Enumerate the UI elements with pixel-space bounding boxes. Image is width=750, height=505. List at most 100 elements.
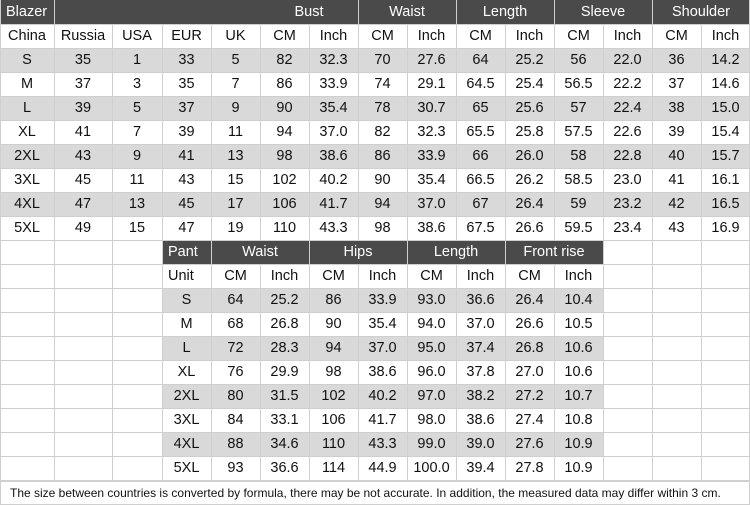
blazer-cell: 16.9 (711, 220, 740, 236)
pant-group-header: Waist (242, 244, 278, 260)
pant-column-header: Inch (564, 268, 593, 284)
blazer-row-stripe (0, 96, 750, 120)
blazer-cell: 37 (668, 76, 685, 92)
pant-cell: 44.9 (368, 460, 397, 476)
pant-cell: 86 (325, 292, 342, 308)
blazer-cell: 32.3 (417, 124, 446, 140)
pant-cell: 94.0 (417, 316, 446, 332)
pant-size-label: 5XL (173, 460, 200, 476)
pant-header-band (162, 240, 603, 264)
blazer-cell: 14.6 (711, 76, 740, 92)
blazer-cell: 66 (472, 148, 489, 164)
blazer-cell: 15.7 (711, 148, 740, 164)
pant-cell: 28.3 (270, 340, 299, 356)
pant-cell: 72 (227, 340, 244, 356)
blazer-column-header: CM (273, 28, 296, 44)
blazer-cell: 37 (74, 76, 92, 92)
blazer-cell: 39 (74, 100, 92, 116)
blazer-cell: 70 (374, 52, 391, 68)
blazer-row-stripe (0, 48, 750, 72)
blazer-cell: 33 (178, 52, 195, 68)
pant-cell: 10.9 (564, 460, 593, 476)
blazer-column-header: Inch (417, 28, 446, 44)
blazer-column-header: UK (225, 28, 246, 44)
pant-cell: 114 (321, 460, 346, 476)
blazer-cell: 82 (374, 124, 391, 140)
blazer-cell: 13 (128, 196, 146, 212)
blazer-cell: 22.0 (613, 52, 642, 68)
pant-cell: 93.0 (417, 292, 446, 308)
blazer-size-label: L (22, 100, 32, 116)
blazer-cell: 94 (374, 196, 391, 212)
pant-group-header: Length (433, 244, 479, 260)
blazer-cell: 38 (668, 100, 685, 116)
pant-cell: 80 (227, 388, 244, 404)
blazer-cell: 90 (276, 100, 293, 116)
blazer-cell: 39 (178, 124, 195, 140)
blazer-cell: 49 (74, 220, 92, 236)
pant-cell: 106 (321, 412, 346, 428)
blazer-cell: 56 (570, 52, 587, 68)
blazer-cell: 33.9 (417, 148, 446, 164)
pant-column-header: CM (518, 268, 541, 284)
blazer-cell: 47 (178, 220, 195, 236)
blazer-cell: 5 (132, 100, 142, 116)
blazer-cell: 11 (227, 124, 244, 140)
pant-column-header: Inch (270, 268, 299, 284)
blazer-column-header: EUR (171, 28, 202, 44)
blazer-group-header: Shoulder (671, 4, 731, 20)
blazer-cell: 47 (74, 196, 92, 212)
pant-cell: 10.4 (564, 292, 593, 308)
blazer-cell: 25.4 (515, 76, 544, 92)
pant-cell: 102 (321, 388, 346, 404)
pant-cell: 68 (227, 316, 244, 332)
blazer-cell: 66.5 (466, 172, 495, 188)
blazer-cell: 43 (668, 220, 685, 236)
blazer-cell: 57.5 (564, 124, 593, 140)
blazer-cell: 15 (128, 220, 146, 236)
pant-cell: 98 (325, 364, 342, 380)
blazer-cell: 41.7 (319, 196, 348, 212)
pant-cell: 10.9 (564, 436, 593, 452)
pant-cell: 95.0 (417, 340, 446, 356)
pant-group-header: Hips (343, 244, 373, 260)
blazer-size-label: XL (18, 124, 36, 140)
pant-size-label: L (182, 340, 191, 356)
blazer-size-label: 2XL (14, 148, 40, 164)
blazer-cell: 3 (132, 76, 142, 92)
blazer-cell: 15 (227, 172, 244, 188)
pant-cell: 110 (321, 436, 346, 452)
blazer-column-header: Inch (613, 28, 642, 44)
pant-cell: 99.0 (417, 436, 446, 452)
blazer-cell: 74 (374, 76, 391, 92)
pant-cell: 76 (227, 364, 244, 380)
blazer-cell: 57 (570, 100, 587, 116)
blazer-cell: 64 (472, 52, 489, 68)
pant-cell: 26.8 (515, 340, 544, 356)
pant-cell: 25.2 (270, 292, 299, 308)
blazer-cell: 67.5 (466, 220, 495, 236)
pant-row-stripe (162, 288, 603, 312)
pant-cell: 10.6 (564, 340, 593, 356)
blazer-cell: 22.6 (613, 124, 642, 140)
blazer-cell: 32.3 (319, 52, 348, 68)
blazer-cell: 45 (178, 196, 195, 212)
blazer-cell: 78 (374, 100, 391, 116)
pant-cell: 40.2 (368, 388, 397, 404)
blazer-cell: 41 (178, 148, 195, 164)
pant-cell: 37.4 (466, 340, 495, 356)
blazer-group-header: Sleeve (580, 4, 626, 20)
blazer-size-label: 5XL (14, 220, 40, 236)
pant-cell: 34.6 (270, 436, 299, 452)
pant-cell: 10.7 (564, 388, 593, 404)
pant-cell: 39.4 (466, 460, 495, 476)
pant-cell: 26.8 (270, 316, 299, 332)
pant-cell: 43.3 (368, 436, 397, 452)
blazer-cell: 110 (272, 220, 297, 236)
pant-cell: 10.5 (564, 316, 593, 332)
pant-row-stripe (162, 384, 603, 408)
pant-cell: 31.5 (270, 388, 299, 404)
pant-cell: 100.0 (413, 460, 450, 476)
